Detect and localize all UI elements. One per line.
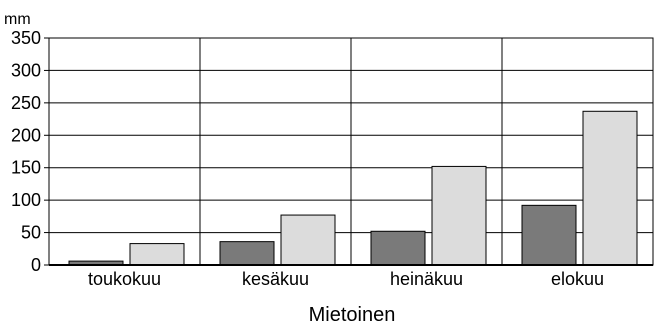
y-tick-label: 250 <box>11 93 41 113</box>
bar-series-2-toukokuu <box>129 243 185 266</box>
plot-frame <box>48 37 654 266</box>
x-tick-label: toukokuu <box>88 269 161 289</box>
y-axis-ticks: 0 50 100 150 200 250 300 350 <box>11 28 49 275</box>
bar-series-2-heinäkuu <box>431 165 487 266</box>
x-tick-label: heinäkuu <box>390 269 463 289</box>
x-axis-ticks: toukokuu kesäkuu heinäkuu elokuu <box>88 269 604 289</box>
x-axis-title: Mietoinen <box>309 304 396 325</box>
bar-series-1-elokuu <box>521 204 577 266</box>
bar-series-2-kesäkuu <box>280 214 336 266</box>
y-tick-label: 100 <box>11 190 41 210</box>
bar-series-2-elokuu <box>582 110 638 266</box>
y-tick-label: 150 <box>11 158 41 178</box>
y-unit-label: mm <box>4 11 31 28</box>
x-tick-label: elokuu <box>551 269 604 289</box>
y-tick-label: 200 <box>11 125 41 145</box>
bar-series-1-heinäkuu <box>370 230 426 266</box>
x-tick-label: kesäkuu <box>242 269 309 289</box>
bar-group <box>68 110 638 266</box>
y-tick-label: 350 <box>11 28 41 48</box>
y-tick-label: 50 <box>21 223 41 243</box>
y-tick-label: 300 <box>11 60 41 80</box>
bar-series-1-kesäkuu <box>219 241 275 266</box>
y-tick-label: 0 <box>31 255 41 275</box>
